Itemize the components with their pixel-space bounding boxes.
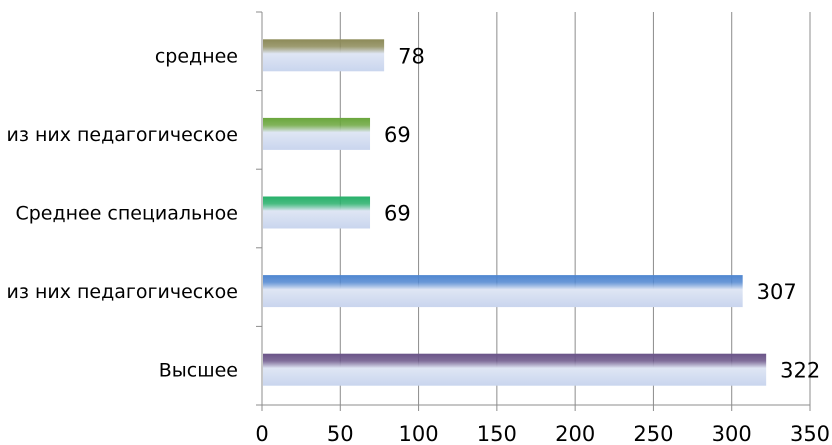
axes (256, 11, 811, 411)
x-tick-label: 350 (790, 422, 830, 445)
data-label: 307 (757, 280, 797, 304)
data-label: 69 (384, 123, 411, 147)
x-tick-label: 150 (477, 422, 517, 445)
bar (263, 275, 743, 308)
category-label: Высшее (159, 360, 238, 382)
bar (263, 353, 767, 386)
category-label: Среднее специальное (15, 203, 238, 225)
category-label: из них педагогическое (6, 124, 238, 146)
x-tick-label: 100 (399, 422, 439, 445)
data-label: 69 (384, 202, 411, 226)
category-label: среднее (155, 45, 238, 67)
bar (263, 196, 371, 229)
x-tick-label: 50 (327, 422, 354, 445)
x-tick-label: 300 (712, 422, 752, 445)
data-label: 322 (780, 359, 820, 383)
x-tick-label: 200 (555, 422, 595, 445)
bar (263, 39, 385, 72)
grid-lines (339, 12, 811, 405)
x-tick-label: 250 (633, 422, 673, 445)
labels: 0 50 100 150 200 250 300 350 среднее 78 из них пед… (6, 44, 830, 445)
bars (263, 39, 767, 386)
category-label: из них педагогическое (6, 281, 238, 303)
data-label: 78 (398, 44, 425, 68)
bar (263, 117, 371, 150)
x-tick-label: 0 (255, 422, 268, 445)
